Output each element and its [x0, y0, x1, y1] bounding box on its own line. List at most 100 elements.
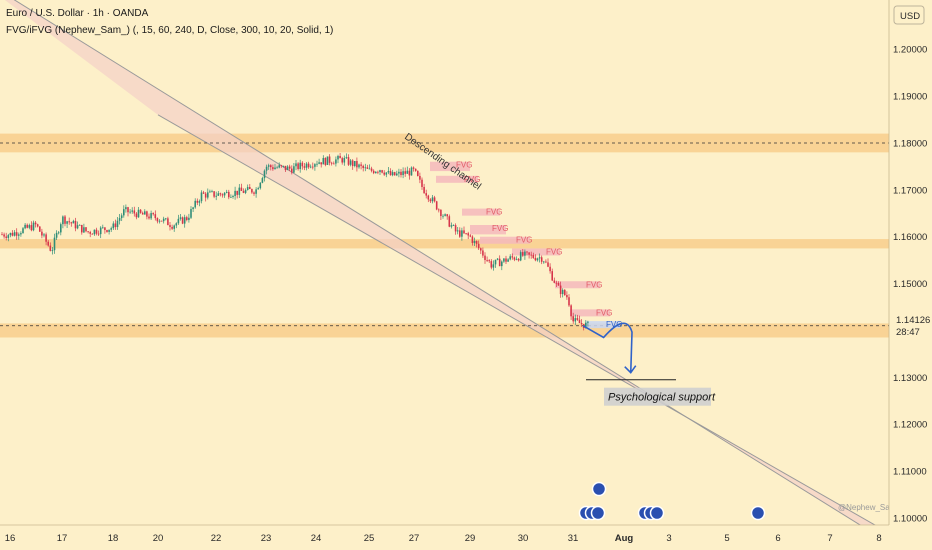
candle-body: [131, 210, 133, 212]
candle-body: [133, 210, 136, 214]
candle-body: [148, 216, 150, 219]
candle-body: [484, 255, 486, 261]
candle-body: [232, 196, 234, 197]
candle-body: [324, 157, 327, 165]
candle-body: [339, 155, 341, 159]
candle-body: [427, 195, 430, 200]
candle-body: [236, 190, 238, 195]
candle-body: [391, 172, 394, 176]
candle-body: [209, 191, 211, 193]
price-tick-label: 1.11000: [893, 467, 927, 478]
candle-body: [528, 252, 530, 255]
candle-body: [288, 166, 291, 169]
candle-body: [228, 191, 230, 198]
fvg-label: FVG: [456, 161, 472, 170]
candle-body: [456, 230, 459, 232]
candle-body: [295, 163, 297, 167]
candle-body: [389, 170, 392, 176]
candle-body: [343, 157, 346, 163]
candle-body: [213, 191, 215, 197]
candle-body: [20, 233, 22, 235]
price-tick-label: 1.20000: [893, 45, 927, 56]
candle-body: [511, 256, 514, 258]
candle-body: [549, 266, 551, 272]
candle-body: [66, 221, 68, 224]
candle-body: [335, 159, 337, 164]
candle-body: [393, 172, 396, 176]
candle-body: [469, 235, 472, 237]
candle-body: [307, 163, 310, 168]
candle-body: [34, 222, 37, 225]
candle-body: [297, 163, 299, 170]
candle-body: [110, 228, 112, 230]
candle-body: [177, 218, 180, 224]
candle-body: [278, 165, 280, 168]
candle-body: [41, 231, 43, 236]
channel-lower-line: [157, 114, 876, 525]
candle-body: [169, 225, 171, 227]
candle-body: [522, 252, 524, 256]
candle-body: [322, 157, 325, 165]
candle-body: [345, 157, 348, 158]
candle-body: [30, 225, 33, 231]
candle-body: [316, 163, 318, 165]
candle-body: [62, 216, 64, 225]
candle-body: [18, 234, 20, 236]
candle-body: [375, 171, 377, 174]
candle-body: [135, 213, 138, 218]
candle-body: [99, 227, 102, 235]
time-tick-label: 6: [775, 533, 780, 544]
candle-body: [70, 222, 73, 224]
candle-body: [97, 233, 100, 235]
candle-body: [167, 218, 169, 226]
candle-body: [217, 193, 220, 196]
candle-body: [366, 167, 369, 169]
time-tick-label: 27: [409, 533, 420, 544]
candle-body: [572, 316, 574, 322]
time-tick-label: 8: [876, 533, 881, 544]
candle-body: [188, 217, 190, 220]
candle-body: [246, 187, 249, 190]
fvg-box: [555, 281, 600, 289]
candle-body: [580, 323, 583, 325]
candle-body: [60, 224, 62, 233]
candle-body: [423, 186, 425, 194]
candle-body: [152, 213, 154, 215]
price-tick-label: 1.17000: [893, 185, 927, 196]
fvg-label: FVG: [486, 208, 502, 217]
candle-body: [207, 192, 209, 198]
candle-body: [230, 196, 232, 198]
candle-body: [496, 258, 499, 260]
candle-body: [219, 193, 222, 195]
indicator-title: FVG/iFVG (Nephew_Sam_) (, 15, 60, 240, D…: [6, 25, 334, 36]
candle-body: [585, 322, 587, 328]
candle-body: [253, 192, 255, 194]
candle-body: [286, 166, 289, 171]
economic-event-icon: [591, 481, 607, 497]
candle-body: [330, 162, 333, 164]
candle-body: [576, 318, 579, 320]
candles: [1, 153, 589, 331]
candle-body: [402, 171, 404, 176]
candle-body: [410, 167, 413, 176]
candle-body: [318, 162, 320, 164]
currency-label: USD: [900, 11, 920, 22]
candle-body: [55, 232, 58, 238]
candle-body: [125, 207, 127, 210]
candle-body: [421, 179, 423, 187]
candle-body: [433, 197, 436, 202]
candle-body: [83, 227, 85, 233]
time-tick-label: 31: [568, 533, 579, 544]
candle-body: [513, 257, 516, 260]
candle-body: [314, 164, 316, 167]
candle-body: [9, 232, 12, 236]
candle-body: [76, 225, 79, 229]
candle-body: [175, 223, 178, 226]
candle-body: [553, 280, 556, 283]
time-tick-label: 24: [311, 533, 322, 544]
candle-body: [129, 211, 131, 213]
support-label-box: [604, 387, 711, 406]
candle-body: [383, 172, 385, 175]
candle-body: [282, 165, 285, 167]
